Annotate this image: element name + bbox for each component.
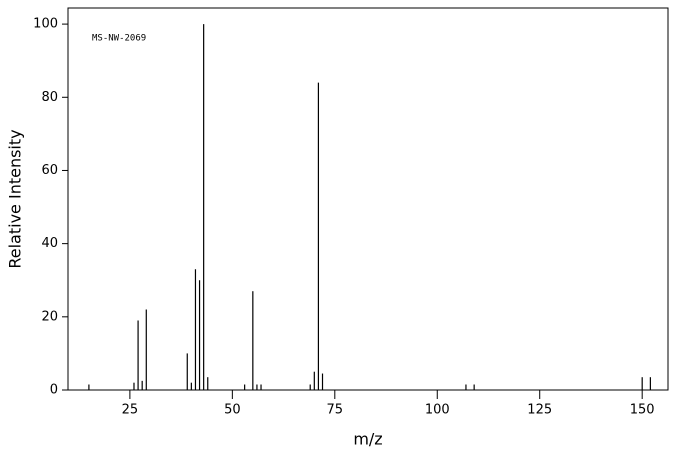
y-tick-label: 80: [41, 90, 58, 105]
annotation: MS-NW-2069: [92, 34, 146, 44]
x-tick-label: 50: [224, 403, 241, 418]
x-tick-label: 125: [527, 403, 552, 418]
x-tick-label: 25: [122, 403, 139, 418]
y-axis-label: Relative Intensity: [6, 129, 25, 268]
y-tick-label: 20: [41, 309, 58, 324]
plot-frame: [67, 7, 669, 391]
y-tick-label: 40: [41, 236, 58, 251]
x-tick-label: 100: [425, 403, 450, 418]
y-tick-label: 60: [41, 163, 58, 178]
x-axis-label: m/z: [353, 430, 382, 449]
x-tick-label: 150: [630, 403, 655, 418]
x-tick-label: 75: [327, 403, 344, 418]
y-tick-label: 100: [33, 17, 58, 32]
y-tick-label: 0: [50, 383, 58, 398]
